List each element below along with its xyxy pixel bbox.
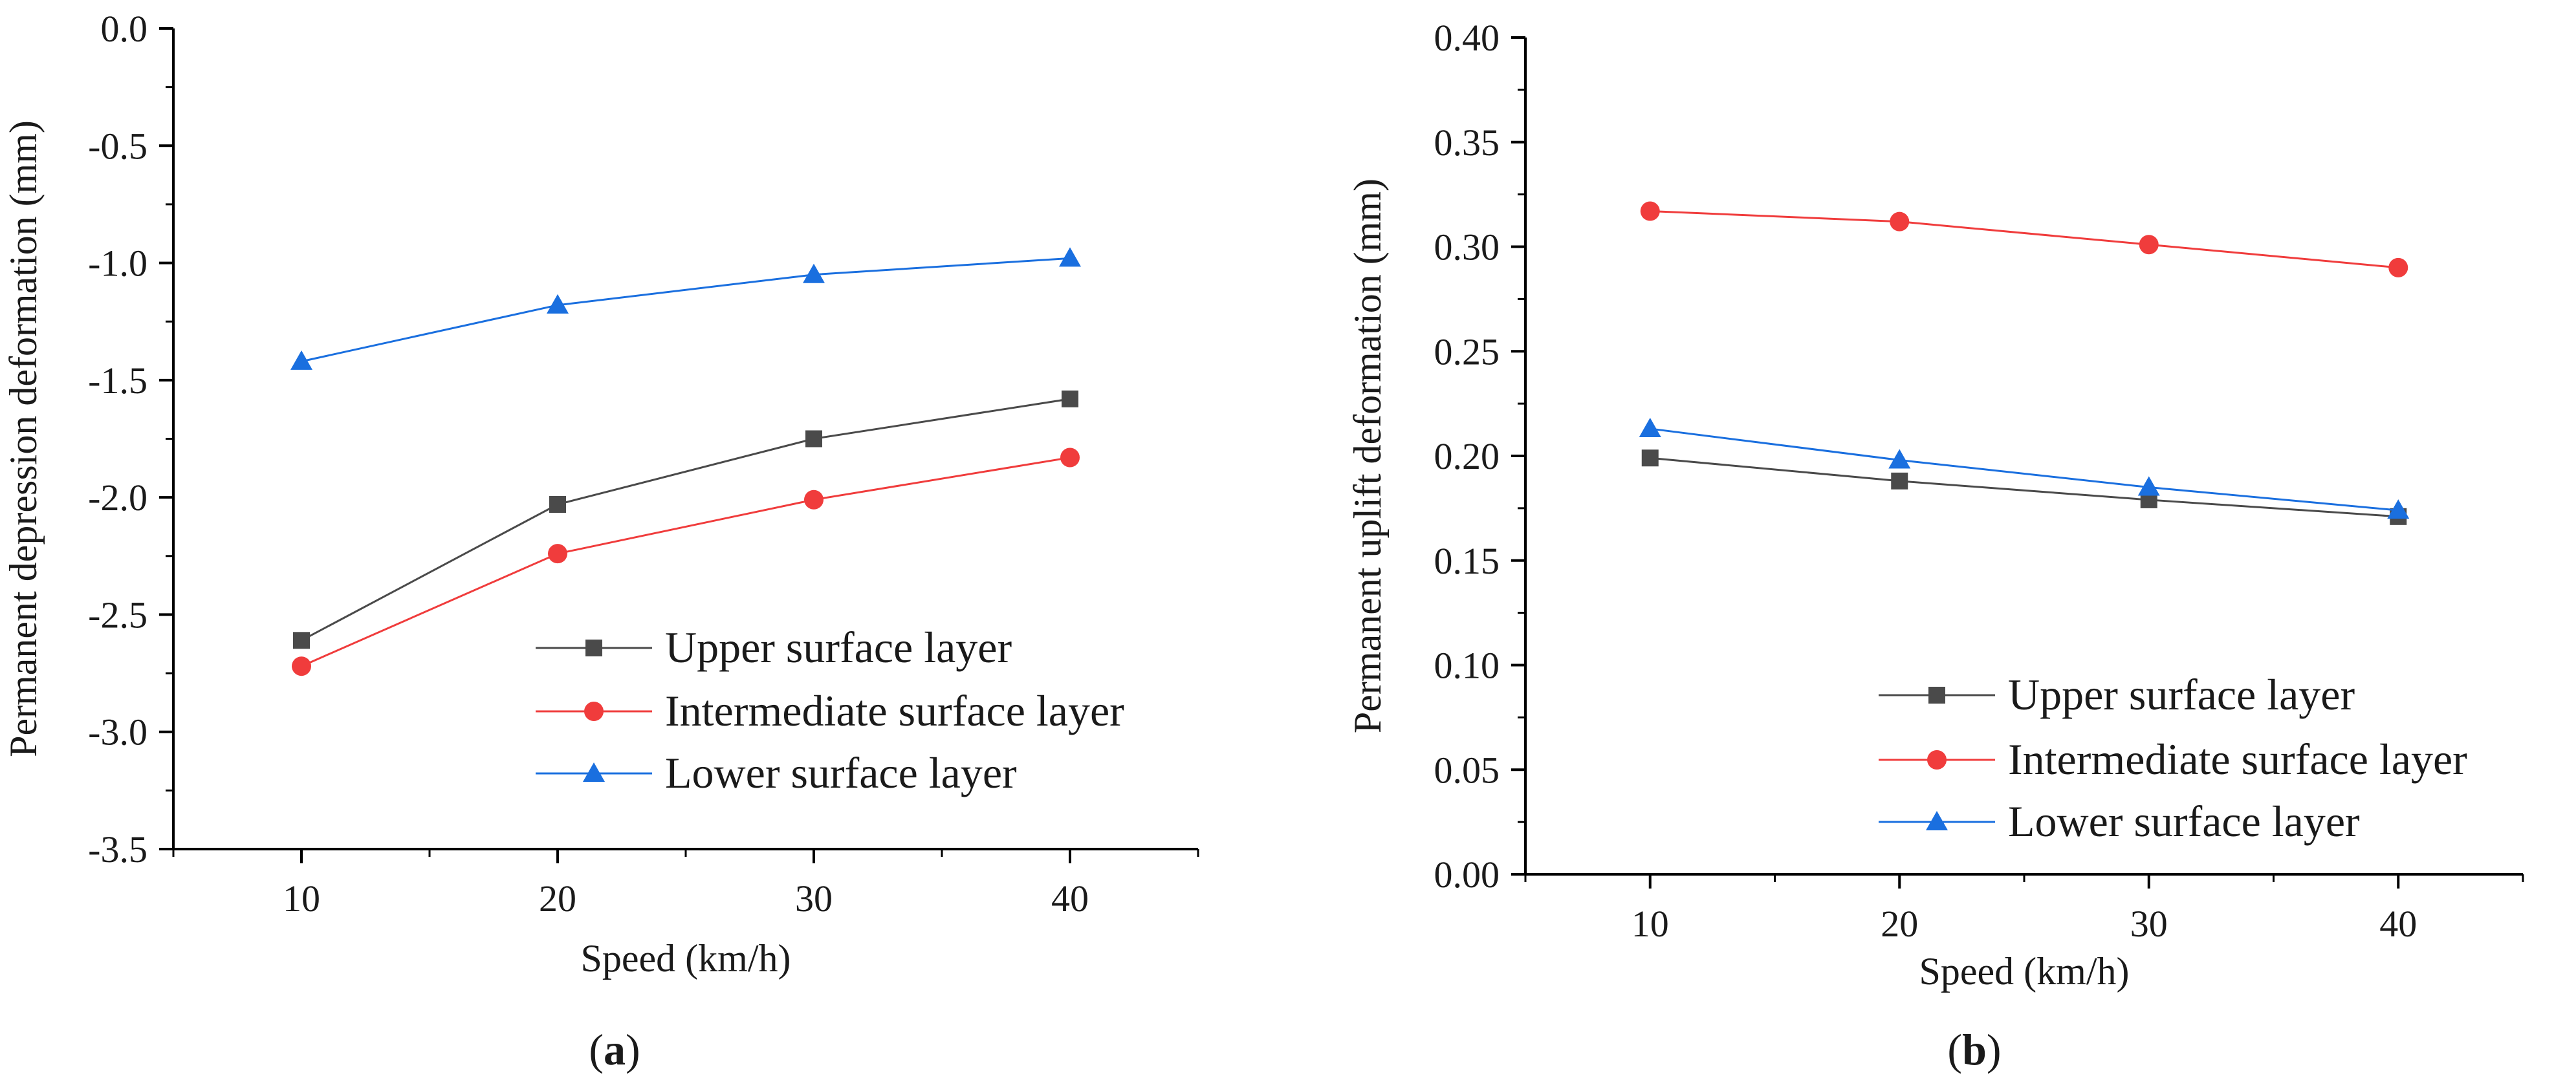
data-point xyxy=(1888,449,1911,469)
data-point xyxy=(293,632,310,649)
data-point xyxy=(2387,499,2410,519)
legend-label: Lower surface layer xyxy=(665,748,1017,797)
y-tick-label: -1.0 xyxy=(88,243,147,285)
data-point xyxy=(1641,449,1659,467)
y-tick-label: 0.25 xyxy=(1434,330,1500,372)
data-point xyxy=(1891,472,1908,490)
y-tick-label: 0.35 xyxy=(1434,122,1500,164)
series-line-3 xyxy=(1650,427,2399,512)
data-point xyxy=(292,656,311,676)
data-point xyxy=(1062,390,1078,407)
data-point xyxy=(2139,235,2159,255)
y-axis-label: Permanent uplift deformation (mm) xyxy=(1346,178,1389,733)
panel-label: (b) xyxy=(1947,1025,2001,1074)
x-axis-label: Speed (km/h) xyxy=(1919,950,2130,993)
series-line-2 xyxy=(301,457,1071,667)
data-point xyxy=(803,263,825,283)
data-point xyxy=(1639,417,1661,437)
data-point xyxy=(547,294,569,314)
x-tick-label: 20 xyxy=(1881,903,1918,945)
y-tick-label: 0.40 xyxy=(1434,17,1500,59)
y-tick-label: -3.0 xyxy=(88,711,147,753)
legend-marker xyxy=(1926,811,1948,830)
series-line-1 xyxy=(1650,457,2399,518)
data-point xyxy=(1640,201,1660,221)
y-axis-label: Permanent depression deformation (mm) xyxy=(2,120,45,757)
y-tick-label: 0.05 xyxy=(1434,749,1500,791)
legend-marker xyxy=(583,762,605,782)
y-tick-label: 0.00 xyxy=(1434,854,1500,896)
series-line-1 xyxy=(301,398,1071,642)
x-tick-label: 20 xyxy=(539,878,576,920)
series-line-2 xyxy=(1650,210,2399,269)
chart-panel-b: 0.00 0.05 0.10 0.15 0.20 0.25 0.30 0.35 0.40 10 20… xyxy=(1346,17,2524,1074)
data-point xyxy=(290,350,312,370)
chart-panel-a: 0.0 -0.5 -1.0 -1.5 -2.0 -2.5 -3.0 -3.5 10 20 30 40 S… xyxy=(2,8,1199,1074)
data-point xyxy=(805,430,822,447)
x-tick-label: 30 xyxy=(2130,903,2168,945)
legend-label: Intermediate surface layer xyxy=(665,686,1124,735)
legend-label: Upper surface layer xyxy=(665,623,1012,672)
data-point xyxy=(2137,476,2160,496)
x-axis-label: Speed (km/h) xyxy=(581,937,791,980)
y-tick-label: -2.5 xyxy=(88,594,147,636)
data-point xyxy=(804,490,824,510)
y-tick-label: -1.5 xyxy=(88,360,147,402)
y-tick-label: 0.15 xyxy=(1434,540,1500,582)
legend-label: Upper surface layer xyxy=(2008,670,2355,719)
y-tick-label: -2.0 xyxy=(88,477,147,519)
data-point xyxy=(548,544,567,564)
legend-marker xyxy=(1927,750,1947,770)
y-tick-label: -0.5 xyxy=(88,125,147,167)
data-point xyxy=(1060,447,1080,468)
legend-marker xyxy=(585,640,602,656)
series-line-3 xyxy=(301,257,1071,363)
y-tick-label: 0.30 xyxy=(1434,226,1500,268)
data-point xyxy=(1059,247,1081,267)
x-tick-label: 30 xyxy=(795,878,833,920)
y-tick-label: 0.10 xyxy=(1434,645,1500,687)
x-tick-label: 10 xyxy=(1632,903,1669,945)
legend-marker xyxy=(584,702,604,721)
legend-label: Lower surface layer xyxy=(2008,797,2360,846)
legend-marker xyxy=(1928,687,1945,704)
y-tick-label: 0.20 xyxy=(1434,435,1500,477)
x-tick-label: 40 xyxy=(1051,878,1089,920)
legend-label: Intermediate surface layer xyxy=(2008,735,2467,784)
data-point xyxy=(1890,211,1910,232)
panel-label: (a) xyxy=(589,1025,640,1074)
data-point xyxy=(549,496,566,513)
y-tick-label: -3.5 xyxy=(88,828,147,870)
y-tick-label: 0.0 xyxy=(101,8,148,50)
x-tick-label: 40 xyxy=(2379,903,2417,945)
data-point xyxy=(2388,257,2408,277)
x-tick-label: 10 xyxy=(283,878,320,920)
